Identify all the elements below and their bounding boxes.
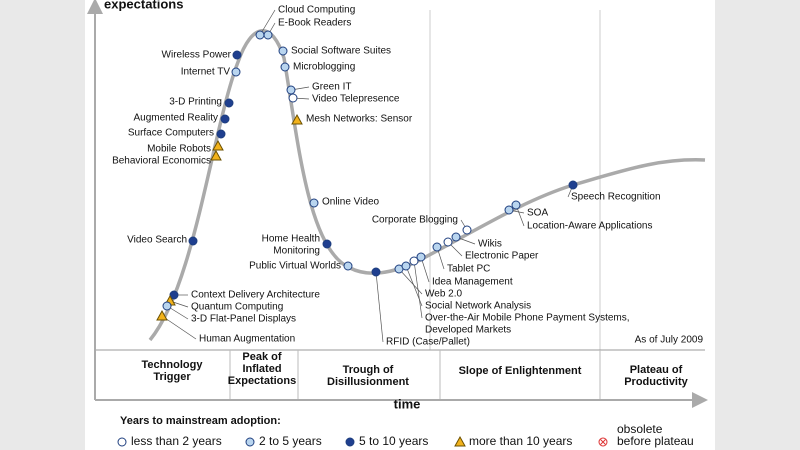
marker xyxy=(443,237,453,247)
marker xyxy=(224,98,234,108)
technology-label: Wikis xyxy=(478,239,502,250)
marker-triangle xyxy=(156,309,168,321)
marker xyxy=(309,198,319,208)
marker xyxy=(511,200,521,210)
technology-label: Idea Management xyxy=(432,277,513,288)
technology-label: Social Network Analysis xyxy=(425,301,531,312)
technology-label: Surface Computers xyxy=(128,128,214,139)
phase-label: Trigger xyxy=(153,371,191,383)
technology-label: Corporate Blogging xyxy=(372,215,458,226)
leader-line xyxy=(375,271,384,343)
technology-label: Cloud Computing xyxy=(278,5,355,16)
technology-label: Human Augmentation xyxy=(199,334,295,345)
marker xyxy=(451,232,461,242)
marker xyxy=(288,93,298,103)
technology-label: Green IT xyxy=(312,82,351,93)
legend-label: obsolete xyxy=(617,422,663,436)
y-axis-label: expectations xyxy=(104,0,183,11)
marker xyxy=(232,50,242,60)
marker xyxy=(255,30,265,40)
as-of-note: As of July 2009 xyxy=(635,335,704,346)
phase-label: Slope of Enlightenment xyxy=(459,365,582,377)
technology-label: Over-the-Air Mobile Phone Payment System… xyxy=(425,313,630,324)
marker xyxy=(409,256,419,266)
marker xyxy=(280,62,290,72)
technology-label: Web 2.0 xyxy=(425,289,462,300)
leader-line xyxy=(161,315,197,340)
technology-label: Monitoring xyxy=(273,246,320,257)
technology-label: Video Search xyxy=(127,235,187,246)
phase-label: Expectations xyxy=(228,375,296,387)
legend-label: more than 10 years xyxy=(469,434,572,448)
marker-triangle xyxy=(291,113,303,125)
marker xyxy=(401,261,411,271)
marker xyxy=(220,114,230,124)
marker-obsolete-x xyxy=(600,439,606,445)
technology-label: Social Software Suites xyxy=(291,46,391,57)
technology-label: Video Telepresence xyxy=(312,94,400,105)
phase-label: Inflated xyxy=(242,363,281,375)
technology-label: Mobile Robots xyxy=(147,144,211,155)
marker xyxy=(504,205,514,215)
leader-line xyxy=(259,9,276,36)
marker xyxy=(231,67,241,77)
marker xyxy=(245,437,255,447)
legend-label: less than 2 years xyxy=(131,434,222,448)
technology-label: Speech Recognition xyxy=(571,192,661,203)
phase-label: Plateau of xyxy=(630,364,683,376)
technology-label: Developed Markets xyxy=(425,325,511,336)
marker xyxy=(188,236,198,246)
phase-label: Productivity xyxy=(624,376,688,388)
technology-label: Location-Aware Applications xyxy=(527,221,652,232)
legend-label: 2 to 5 years xyxy=(259,434,322,448)
technology-label: Electronic Paper xyxy=(465,251,539,262)
phase-label: Peak of xyxy=(242,351,281,363)
technology-label: RFID (Case/Pallet) xyxy=(386,337,470,348)
technology-label: Augmented Reality xyxy=(134,113,219,124)
technology-label: Microblogging xyxy=(293,62,355,73)
legend-label: before plateau xyxy=(617,434,694,448)
phase-label: Trough of xyxy=(343,364,394,376)
technology-label: Wireless Power xyxy=(162,50,232,61)
marker xyxy=(117,437,127,447)
marker xyxy=(432,242,442,252)
marker xyxy=(322,239,332,249)
legend-title: Years to mainstream adoption: xyxy=(120,415,281,427)
technology-label: Home Health xyxy=(262,234,320,245)
leader-line xyxy=(413,260,423,319)
marker xyxy=(263,30,273,40)
technology-label: SOA xyxy=(527,208,548,219)
technology-label: Quantum Computing xyxy=(191,302,283,313)
technology-label: Internet TV xyxy=(181,67,231,78)
marker-triangle xyxy=(210,149,222,161)
marker xyxy=(568,180,578,190)
marker xyxy=(462,225,472,235)
technology-label: 3-D Flat-Panel Displays xyxy=(191,314,296,325)
phase-label: Technology xyxy=(142,359,204,371)
marker xyxy=(345,437,355,447)
technology-label: Public Virtual Worlds xyxy=(249,261,341,272)
phase-label: Disillusionment xyxy=(327,376,409,388)
legend-label: 5 to 10 years xyxy=(359,434,428,448)
marker xyxy=(343,261,353,271)
marker xyxy=(216,129,226,139)
technology-label: E-Book Readers xyxy=(278,18,351,29)
technology-label: Behavioral Economics xyxy=(112,156,211,167)
marker xyxy=(162,301,172,311)
marker-triangle xyxy=(454,435,466,447)
marker xyxy=(278,46,288,56)
technology-label: Online Video xyxy=(322,197,380,208)
technology-label: Tablet PC xyxy=(447,264,490,275)
marker xyxy=(286,85,296,95)
x-axis-label: time xyxy=(394,396,421,411)
technology-label: Mesh Networks: Sensor xyxy=(306,114,413,125)
canvas xyxy=(85,0,715,450)
technology-label: Context Delivery Architecture xyxy=(191,290,320,301)
technology-label: 3-D Printing xyxy=(169,97,222,108)
marker xyxy=(416,252,426,262)
marker-triangle xyxy=(212,139,224,151)
marker xyxy=(371,267,381,277)
